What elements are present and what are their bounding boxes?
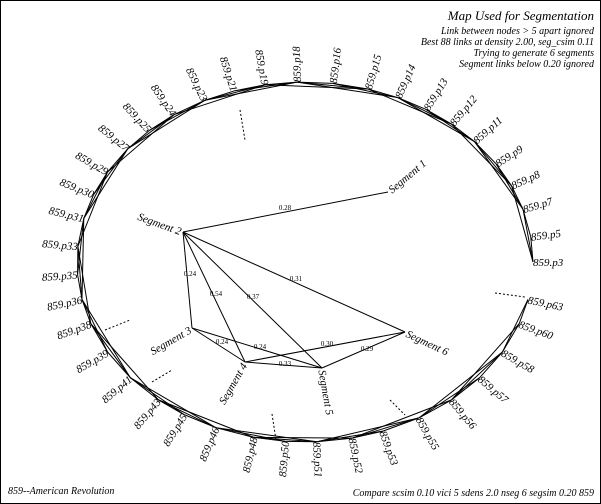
node-link (253, 436, 353, 439)
segment-link (191, 327, 323, 369)
link-weight: 0.31 (290, 275, 303, 283)
link-weight: 0.33 (279, 360, 292, 368)
node-link (397, 97, 452, 125)
node-label: 859.p35 (42, 270, 79, 284)
node-link (215, 427, 318, 443)
link-weight: 0.24 (216, 338, 229, 346)
node-label: 859.p3 (533, 257, 564, 269)
node-label: 859.p5 (530, 228, 562, 244)
node-link (204, 81, 298, 101)
node-link (495, 163, 524, 210)
node-link (479, 351, 503, 379)
node-link (474, 141, 524, 210)
link-weight: 0.30 (321, 340, 334, 348)
node-link (316, 430, 384, 443)
node-link (502, 299, 529, 353)
footer-right: Compare scsim 0.10 vici 5 sdens 2.0 nseg… (353, 488, 594, 499)
node-link (522, 209, 534, 263)
node-label: 859.p16 (328, 47, 344, 84)
node-link (83, 148, 129, 219)
segment-link (182, 231, 323, 369)
segment-link (191, 327, 246, 363)
segment-link (182, 231, 406, 333)
node-link (234, 81, 298, 92)
link-weight: 0.28 (279, 204, 292, 212)
node-link (81, 299, 108, 353)
node-link (418, 377, 480, 419)
node-label: 859.p18 (291, 46, 304, 83)
node-link (332, 82, 398, 99)
node-link (451, 323, 520, 401)
node-link (425, 108, 475, 142)
node-link (316, 417, 420, 443)
node-link (77, 246, 83, 300)
node-label: 859.p50 (277, 440, 292, 477)
node-link (296, 81, 398, 99)
link-weight: 0.54 (210, 290, 223, 298)
node-link (474, 141, 513, 187)
node-link (451, 351, 503, 401)
node-link (77, 171, 109, 247)
footer-left: 859--American Revolution (8, 486, 114, 497)
link-weight: 0.24 (184, 270, 197, 278)
node-link (352, 399, 452, 439)
node-link (352, 417, 420, 439)
node-link (127, 99, 206, 150)
note: Trying to generate 6 segments (473, 48, 594, 59)
node-link (418, 351, 503, 419)
segment-link (182, 191, 389, 233)
node-link (81, 218, 85, 300)
node-link (296, 81, 368, 90)
note: Segment links below 0.20 ignored (459, 59, 595, 70)
link-weight: 0.37 (247, 293, 260, 301)
note: Link between nodes > 5 apart ignored (440, 26, 595, 37)
node-link (83, 171, 108, 219)
node-link (158, 399, 217, 429)
segment-link (321, 331, 406, 369)
segment-link (244, 361, 323, 369)
link-weight: 0.24 (254, 343, 267, 351)
segment-link (182, 231, 193, 329)
note: Best 88 links at density 2.00, seg_csim … (421, 37, 594, 48)
node-link (107, 351, 131, 379)
node-link (90, 323, 131, 378)
node-link (130, 377, 217, 429)
node-link (204, 84, 266, 101)
node-link (81, 299, 131, 378)
node-link (77, 218, 85, 275)
segment-link (244, 331, 406, 363)
node-link (93, 148, 129, 195)
node-link (397, 97, 475, 142)
node-label: 859.p51 (310, 441, 324, 477)
node-link (253, 436, 317, 443)
node-label: 859.p33 (42, 238, 79, 253)
title: Map Used for Segmentation (447, 8, 594, 23)
link-weight: 0.29 (361, 345, 374, 353)
node-link (127, 114, 175, 150)
segment-link (182, 231, 246, 363)
